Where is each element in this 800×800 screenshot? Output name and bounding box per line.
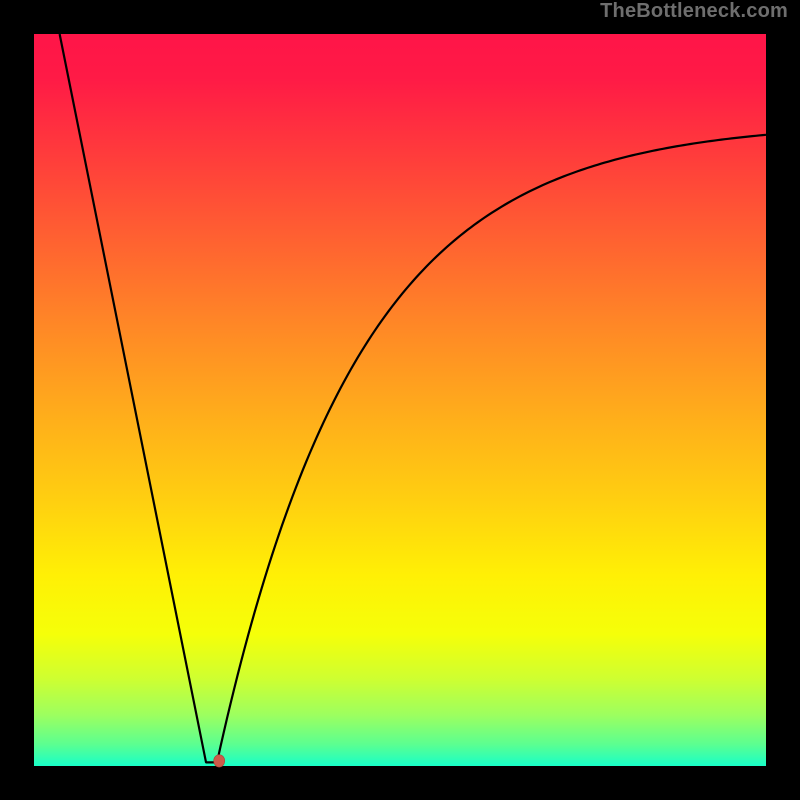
plot-area <box>34 34 766 766</box>
watermark-text: TheBottleneck.com <box>600 0 788 23</box>
bottleneck-chart <box>0 0 800 800</box>
optimum-marker <box>214 755 225 767</box>
